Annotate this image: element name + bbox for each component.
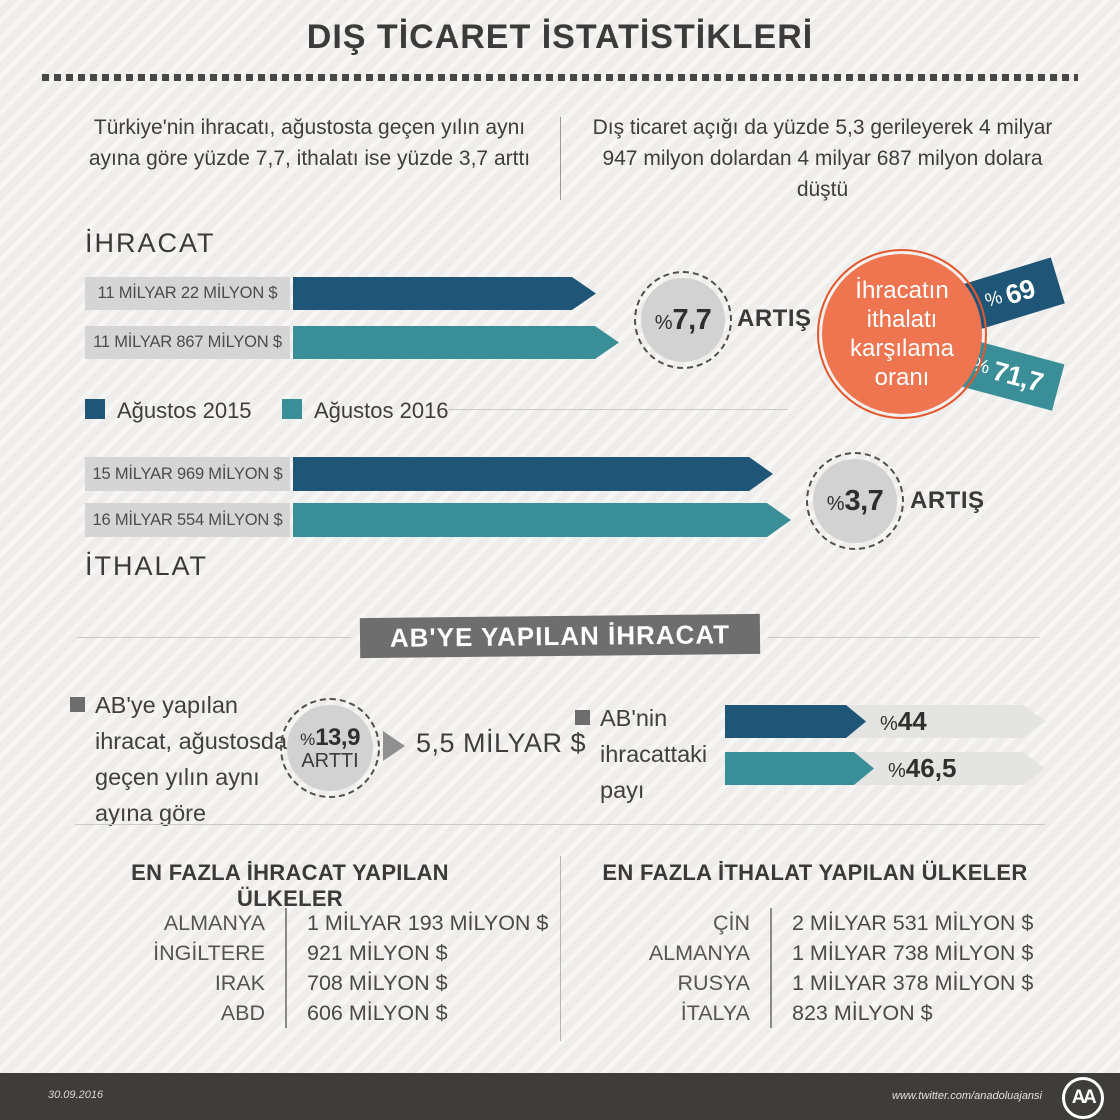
coverage-ribbon-2015-value: 69 [1001, 272, 1039, 310]
coverage-circle-text: İhracatın ithalatı karşılama oranı [849, 277, 955, 391]
aa-agency-logo-icon: AA [1062, 1077, 1104, 1119]
export-2015-bar [293, 277, 596, 310]
eu-left-note: AB'ye yapılan ihracat, ağustosda geçen y… [95, 692, 288, 826]
import-section-label: İTHALAT [85, 551, 209, 581]
eu-share-bar-2016: %46,5 [725, 752, 1045, 785]
import-change-value: %3,7 [826, 484, 884, 517]
legend-rule-line [448, 409, 788, 410]
intro-divider [560, 117, 561, 200]
import-2015-value-box: 15 MİLYAR 969 MİLYON $ [85, 457, 290, 491]
eu-banner-left-line [77, 637, 351, 638]
footer-date: 30.09.2016 [48, 1089, 104, 1101]
coverage-ribbon-2016-value: 71,7 [989, 355, 1047, 398]
export-change-value: %7,7 [654, 303, 712, 336]
eu-share-label-2016: %46,5 [888, 753, 957, 783]
eu-change-circle-fill: %13,9 ARTTI [287, 705, 373, 791]
legend-label-2015: Ağustos 2015 [117, 398, 252, 423]
coverage-circle-ring: İhracatın ithalatı karşılama oranı [817, 249, 987, 419]
eu-banner: AB'YE YAPILAN İHRACAT [359, 613, 761, 659]
table-row: İNGİLTERE 921 MİLYON $ [80, 938, 540, 968]
eu-share-fill-2015 [725, 705, 866, 738]
tables-top-separator [75, 824, 1045, 825]
eu-change-value: %13,9 [300, 723, 360, 751]
import-2016-bar [293, 503, 791, 537]
table-row: IRAK 708 MİLYON $ [80, 968, 540, 998]
dashed-divider [42, 74, 1078, 81]
eu-share-label-2015: %44 [880, 706, 927, 736]
legend-label-2016: Ağustos 2016 [314, 398, 449, 423]
footer-twitter-link[interactable]: www.twitter.com/anadoluajansi [892, 1090, 1042, 1102]
export-change-circle: %7,7 [634, 271, 732, 369]
table-row: ALMANYA 1 MİLYAR 738 MİLYON $ [600, 938, 1060, 968]
legend-swatch-2016 [282, 399, 302, 419]
eu-right-bullet [575, 710, 590, 725]
intro-deficit-text: Dış ticaret açığı da yüzde 5,3 gerileyer… [592, 116, 1053, 201]
eu-left-bullet [70, 697, 85, 712]
eu-amount: 5,5 MİLYAR $ [416, 728, 587, 758]
export-2016-value-box: 11 MİLYAR 867 MİLYON $ [85, 326, 290, 359]
eu-change-circle: %13,9 ARTTI [280, 698, 380, 798]
intro-export-text: Türkiye'nin ihracatı, ağustosta geçen yı… [88, 116, 531, 170]
coverage-circle: İhracatın ithalatı karşılama oranı [822, 254, 982, 414]
export-change-circle-fill: %7,7 [641, 278, 725, 362]
eu-share-fill-2016 [725, 752, 874, 785]
import-2016-value-box: 16 MİLYAR 554 MİLYON $ [85, 503, 290, 537]
coverage-ribbon-2015-sign: % [982, 286, 1005, 312]
page-title: DIŞ TİCARET İSTATİSTİKLERİ [306, 18, 814, 56]
footer-bar: 30.09.2016 www.twitter.com/anadoluajansi… [0, 1073, 1120, 1120]
eu-change-word: ARTTI [301, 749, 359, 772]
import-change-circle-fill: %3,7 [813, 459, 897, 543]
import-table: ÇİN 2 MİLYAR 531 MİLYON $ ALMANYA 1 MİLY… [600, 908, 1060, 1028]
export-2015-value-box: 11 MİLYAR 22 MİLYON $ [85, 277, 290, 310]
import-change-word: ARTIŞ [910, 487, 985, 514]
export-section-label: İHRACAT [85, 228, 216, 258]
export-2016-bar [293, 326, 619, 359]
table-row: ABD 606 MİLYON $ [80, 998, 540, 1028]
forward-arrow-icon [383, 731, 405, 761]
tables-middle-divider [560, 856, 561, 1041]
table-row: RUSYA 1 MİLYAR 378 MİLYON $ [600, 968, 1060, 998]
eu-right-note: AB'nin ihracattaki payı [600, 705, 708, 803]
export-table: ALMANYA 1 MİLYAR 193 MİLYON $ İNGİLTERE … [80, 908, 548, 1028]
export-change-word: ARTIŞ [737, 305, 812, 332]
eu-banner-right-line [768, 637, 1040, 638]
table-row: ÇİN 2 MİLYAR 531 MİLYON $ [600, 908, 1060, 938]
import-table-title: EN FAZLA İTHALAT YAPILAN ÜLKELER [602, 860, 1028, 885]
import-2015-bar [293, 457, 773, 491]
eu-share-bar-2015: %44 [725, 705, 1045, 738]
export-table-title: EN FAZLA İHRACAT YAPILAN ÜLKELER [131, 860, 449, 911]
legend-swatch-2015 [85, 399, 105, 419]
import-change-circle: %3,7 [806, 452, 904, 550]
table-row: İTALYA 823 MİLYON $ [600, 998, 1060, 1028]
table-row: ALMANYA 1 MİLYAR 193 MİLYON $ [80, 908, 548, 938]
